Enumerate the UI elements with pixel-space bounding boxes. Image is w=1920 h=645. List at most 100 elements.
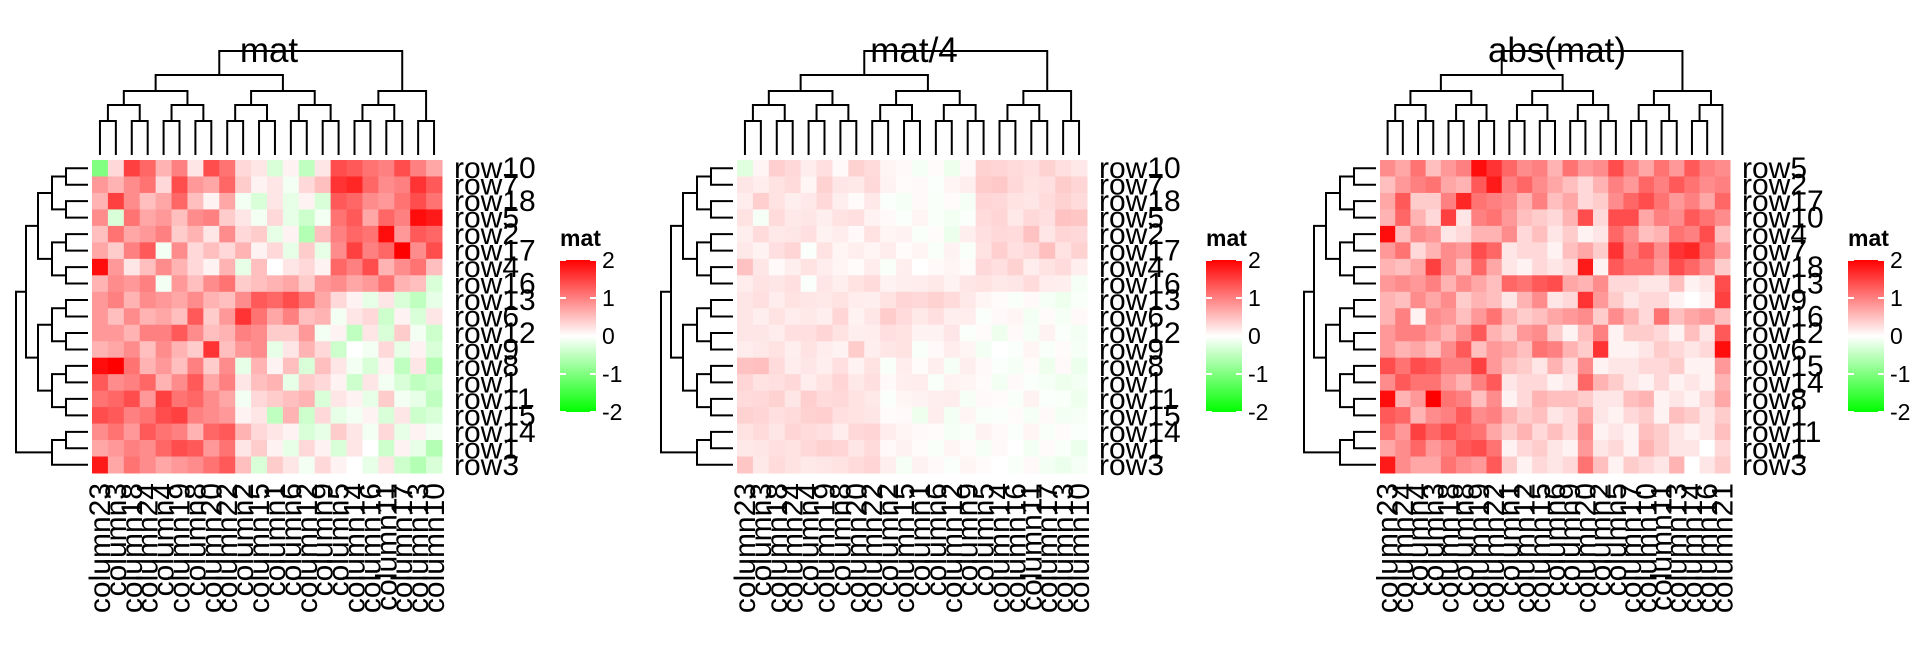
heatmap-cell	[1669, 374, 1685, 392]
heatmap-cell	[1532, 308, 1548, 326]
heatmap-cell	[203, 423, 220, 441]
heatmap-cell	[1547, 423, 1564, 441]
heatmap-cell	[1714, 275, 1731, 293]
heatmap-cell	[896, 258, 913, 276]
heatmap-cell	[298, 308, 316, 326]
heatmap-cell	[235, 390, 252, 408]
heatmap-cell	[171, 341, 188, 359]
heatmap-cell	[1684, 324, 1701, 342]
heatmap-cells	[92, 160, 443, 474]
heatmap-cell	[1071, 291, 1088, 309]
heatmap-cell	[1699, 456, 1716, 474]
heatmap-cell	[959, 176, 977, 194]
heatmap-cell	[1007, 456, 1024, 474]
heatmap-cell	[219, 308, 236, 326]
row-dendrogram	[15, 167, 88, 466]
heatmap-cell	[848, 291, 865, 309]
legend-tick-label: 2	[1248, 247, 1261, 273]
heatmap-cell	[378, 192, 395, 210]
heatmap-cell	[1440, 192, 1457, 210]
heatmap-cell	[864, 324, 881, 342]
heatmap-cell	[1669, 407, 1685, 425]
heatmap-cell	[155, 291, 173, 309]
heatmap-cell	[1486, 440, 1503, 458]
heatmap-cell	[1425, 407, 1442, 425]
heatmap-cell	[959, 390, 977, 408]
heatmap-cell	[864, 192, 881, 210]
heatmap-cell	[959, 374, 977, 392]
heatmap-cell	[1471, 357, 1488, 375]
heatmap-cell	[848, 407, 865, 425]
heatmap-cell	[1608, 176, 1624, 194]
heatmap-cell	[219, 275, 236, 293]
column-label: column4	[793, 483, 826, 596]
heatmap-cell	[1714, 324, 1731, 342]
heatmap-cell	[1039, 225, 1056, 243]
heatmap-cell	[107, 291, 125, 309]
heatmap-cell	[1471, 440, 1488, 458]
heatmap-cell	[1714, 341, 1731, 359]
heatmap-cell	[1055, 456, 1072, 474]
heatmap-cell	[139, 390, 157, 408]
heatmap-cell	[1547, 242, 1564, 260]
heatmap-cell	[1532, 225, 1548, 243]
heatmap-cell	[784, 275, 802, 293]
heatmap-cell	[800, 440, 818, 458]
heatmap-panel-1: matrow10row7row18row5row2row17row4row16r…	[15, 31, 622, 613]
heatmap-cell	[1471, 456, 1488, 474]
heatmap-cell	[1532, 291, 1548, 309]
heatmap-cell	[1669, 456, 1685, 474]
heatmap-cell	[314, 176, 332, 194]
heatmap-cell	[107, 192, 125, 210]
heatmap-cell	[927, 374, 945, 392]
heatmap-cell	[1577, 390, 1594, 408]
heatmap-cell	[768, 242, 786, 260]
heatmap-cell	[1023, 423, 1040, 441]
heatmap-cell	[816, 456, 833, 474]
heatmap-cell	[1471, 308, 1488, 326]
heatmap-cell	[298, 390, 316, 408]
heatmap-cell	[1623, 440, 1640, 458]
row-label: row12	[454, 317, 536, 350]
heatmap-cell	[943, 176, 961, 194]
heatmap-cell	[1684, 258, 1701, 276]
heatmap-cell	[1577, 225, 1594, 243]
heatmap-cell	[1669, 440, 1685, 458]
heatmap-cell	[203, 324, 220, 342]
heatmap-cell	[1623, 176, 1640, 194]
column-label: column12	[936, 483, 969, 613]
heatmap-cell	[912, 160, 929, 177]
heatmap-cell	[912, 456, 929, 474]
heatmap-cell	[155, 456, 173, 474]
heatmap-cell	[1410, 291, 1427, 309]
heatmap-cell	[282, 456, 300, 474]
heatmap-cell	[1055, 176, 1072, 194]
heatmap-cell	[1380, 225, 1396, 243]
heatmap-cell	[1562, 176, 1579, 194]
heatmap-cell	[912, 341, 929, 359]
heatmap-cell	[1714, 242, 1731, 260]
heatmap-cell	[943, 357, 961, 375]
column-label: column24	[1387, 483, 1420, 613]
heatmap-cell	[251, 242, 268, 260]
heatmap-cell	[426, 440, 443, 458]
heatmap-cell	[426, 160, 443, 177]
heatmap-cell	[1653, 242, 1670, 260]
heatmap-cell	[848, 209, 865, 227]
heatmap-cell	[975, 324, 993, 342]
heatmap-cell	[1608, 390, 1624, 408]
heatmap-cell	[1562, 357, 1579, 375]
heatmap-cell	[848, 258, 865, 276]
heatmap-cell	[1608, 308, 1624, 326]
heatmap-cell	[1714, 160, 1731, 177]
heatmap-cell	[848, 440, 865, 458]
heatmap-cell	[1425, 423, 1442, 441]
heatmap-cell	[927, 456, 945, 474]
heatmap-cell	[943, 275, 961, 293]
heatmap-cell	[864, 308, 881, 326]
heatmap-cell	[864, 258, 881, 276]
column-label: column24	[777, 483, 810, 613]
heatmap-cell	[737, 341, 754, 359]
heatmap-cell	[1071, 456, 1088, 474]
heatmap-cell	[975, 192, 993, 210]
